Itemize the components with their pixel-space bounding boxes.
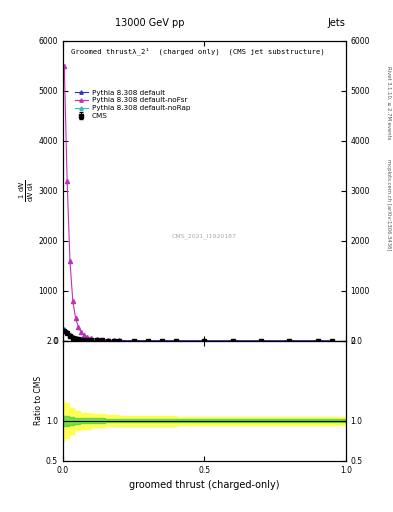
Pythia 8.308 default	[100, 337, 105, 344]
Pythia 8.308 default	[259, 338, 263, 344]
Pythia 8.308 default	[65, 329, 70, 335]
Pythia 8.308 default-noRap	[76, 336, 81, 342]
Pythia 8.308 default	[62, 327, 67, 333]
Pythia 8.308 default-noRap	[65, 329, 70, 335]
Pythia 8.308 default	[84, 337, 89, 343]
Pythia 8.308 default-noFsr	[82, 332, 86, 338]
Pythia 8.308 default-noFsr	[315, 338, 320, 344]
Pythia 8.308 default-noFsr	[287, 338, 292, 344]
Pythia 8.308 default	[117, 337, 122, 344]
Pythia 8.308 default-noFsr	[259, 338, 263, 344]
Pythia 8.308 default-noFsr	[160, 338, 164, 344]
Pythia 8.308 default-noRap	[230, 338, 235, 344]
Pythia 8.308 default-noFsr	[62, 63, 67, 69]
Pythia 8.308 default-noRap	[100, 337, 105, 344]
Pythia 8.308 default-noFsr	[112, 337, 116, 344]
Y-axis label: $\frac{1}{\mathrm{d}N}\frac{\mathrm{d}N}{\mathrm{d}\lambda}$: $\frac{1}{\mathrm{d}N}\frac{\mathrm{d}N}…	[18, 180, 36, 202]
Pythia 8.308 default-noFsr	[84, 334, 89, 340]
Pythia 8.308 default-noRap	[259, 338, 263, 344]
Y-axis label: Ratio to CMS: Ratio to CMS	[34, 376, 43, 425]
Pythia 8.308 default-noRap	[106, 337, 110, 344]
Pythia 8.308 default-noRap	[84, 337, 89, 343]
Text: Groomed thrustλ_2¹  (charged only)  (CMS jet substructure): Groomed thrustλ_2¹ (charged only) (CMS j…	[72, 47, 325, 55]
Pythia 8.308 default-noRap	[112, 337, 116, 344]
Pythia 8.308 default	[287, 338, 292, 344]
Pythia 8.308 default-noRap	[174, 338, 178, 344]
Line: Pythia 8.308 default: Pythia 8.308 default	[62, 328, 334, 343]
Pythia 8.308 default-noRap	[70, 334, 75, 340]
Pythia 8.308 default-noFsr	[230, 338, 235, 344]
Pythia 8.308 default-noRap	[145, 338, 150, 344]
Pythia 8.308 default	[94, 337, 99, 344]
Line: Pythia 8.308 default-noFsr: Pythia 8.308 default-noFsr	[62, 64, 334, 343]
Pythia 8.308 default-noRap	[287, 338, 292, 344]
Pythia 8.308 default-noFsr	[79, 329, 84, 335]
Line: Pythia 8.308 default-noRap: Pythia 8.308 default-noRap	[62, 327, 334, 343]
X-axis label: groomed thrust (charged-only): groomed thrust (charged-only)	[129, 480, 279, 490]
Pythia 8.308 default	[68, 332, 72, 338]
Pythia 8.308 default-noFsr	[106, 337, 110, 343]
Pythia 8.308 default	[106, 337, 110, 344]
Pythia 8.308 default-noFsr	[94, 336, 99, 342]
Pythia 8.308 default	[89, 337, 94, 343]
Pythia 8.308 default-noFsr	[117, 337, 122, 344]
Pythia 8.308 default-noRap	[62, 326, 67, 332]
Pythia 8.308 default-noFsr	[145, 337, 150, 344]
Pythia 8.308 default-noRap	[68, 332, 72, 338]
Pythia 8.308 default-noFsr	[65, 178, 70, 184]
Pythia 8.308 default	[202, 338, 207, 344]
Text: 13000 GeV pp: 13000 GeV pp	[115, 18, 184, 28]
Pythia 8.308 default-noFsr	[202, 338, 207, 344]
Pythia 8.308 default	[160, 338, 164, 344]
Pythia 8.308 default-noFsr	[89, 335, 94, 342]
Pythia 8.308 default	[73, 335, 78, 342]
Pythia 8.308 default	[79, 336, 84, 343]
Pythia 8.308 default-noRap	[315, 338, 320, 344]
Pythia 8.308 default	[329, 338, 334, 344]
Pythia 8.308 default-noRap	[82, 336, 86, 343]
Pythia 8.308 default	[230, 338, 235, 344]
Pythia 8.308 default-noFsr	[68, 258, 72, 264]
Pythia 8.308 default-noFsr	[70, 298, 75, 304]
Pythia 8.308 default-noRap	[160, 338, 164, 344]
Pythia 8.308 default-noRap	[117, 337, 122, 344]
Pythia 8.308 default-noRap	[94, 337, 99, 344]
Text: Rivet 3.1.10, ≥ 2.7M events: Rivet 3.1.10, ≥ 2.7M events	[386, 66, 391, 139]
Pythia 8.308 default	[145, 338, 150, 344]
Pythia 8.308 default	[76, 336, 81, 342]
Legend: Pythia 8.308 default, Pythia 8.308 default-noFsr, Pythia 8.308 default-noRap, CM: Pythia 8.308 default, Pythia 8.308 defau…	[75, 90, 190, 119]
Pythia 8.308 default	[315, 338, 320, 344]
Text: Jets: Jets	[328, 18, 346, 28]
Pythia 8.308 default	[131, 337, 136, 344]
Pythia 8.308 default-noFsr	[329, 338, 334, 344]
Pythia 8.308 default-noRap	[79, 336, 84, 343]
Pythia 8.308 default	[82, 337, 86, 343]
Pythia 8.308 default-noFsr	[73, 315, 78, 322]
Pythia 8.308 default	[70, 334, 75, 340]
Text: CMS_2021_I1920187: CMS_2021_I1920187	[172, 233, 237, 239]
Pythia 8.308 default-noRap	[131, 337, 136, 344]
Pythia 8.308 default-noRap	[202, 338, 207, 344]
Pythia 8.308 default-noRap	[89, 337, 94, 343]
Pythia 8.308 default	[112, 337, 116, 344]
Text: mcplots.cern.ch [arXiv:1306.3436]: mcplots.cern.ch [arXiv:1306.3436]	[386, 159, 391, 250]
Pythia 8.308 default-noFsr	[100, 337, 105, 343]
Pythia 8.308 default	[174, 338, 178, 344]
Pythia 8.308 default-noFsr	[76, 324, 81, 330]
Pythia 8.308 default-noRap	[329, 338, 334, 344]
Pythia 8.308 default-noFsr	[174, 338, 178, 344]
Pythia 8.308 default-noRap	[73, 335, 78, 342]
Pythia 8.308 default-noFsr	[131, 337, 136, 344]
